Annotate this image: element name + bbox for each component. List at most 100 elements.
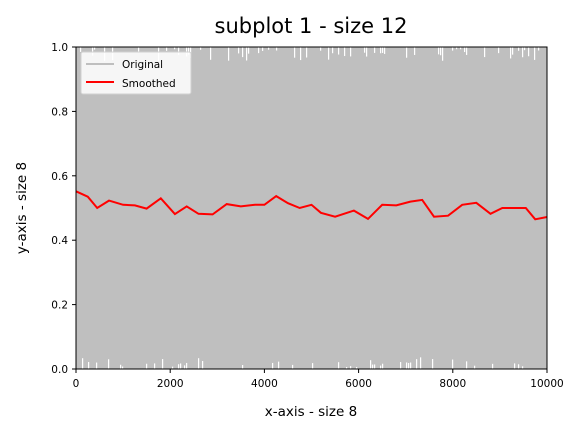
original-gap-bottom <box>154 363 156 369</box>
original-gap-top <box>276 47 278 51</box>
original-gap-bottom <box>146 363 148 369</box>
legend-box <box>80 51 192 95</box>
original-gap-top <box>524 47 526 51</box>
original-gap-top <box>522 47 524 58</box>
x-tick-label: 0 <box>73 378 80 390</box>
original-gap-top <box>306 47 308 58</box>
original-gap-top <box>366 47 368 57</box>
original-gap-top <box>344 47 346 57</box>
original-gap-top <box>380 47 382 54</box>
original-gap-top <box>328 47 330 60</box>
original-gap-top <box>332 47 334 54</box>
original-gap-bottom <box>120 364 122 369</box>
original-gap-bottom <box>432 359 434 369</box>
original-gap-bottom <box>350 366 352 369</box>
original-gap-bottom <box>406 362 408 369</box>
smoothed-series-line <box>75 190 548 221</box>
original-gap-top <box>338 47 340 55</box>
y-tick-label: 0.8 <box>51 106 68 118</box>
original-gap-bottom <box>272 362 274 369</box>
original-gap-top <box>178 47 180 55</box>
original-gap-top <box>384 47 386 54</box>
original-gap-top <box>210 47 212 60</box>
original-gap-top <box>258 47 260 54</box>
original-gap-top <box>440 47 442 56</box>
original-gap-bottom <box>186 362 188 369</box>
legend: Original Smoothed <box>80 51 192 95</box>
original-gap-bottom <box>522 366 524 369</box>
original-gap-bottom <box>108 359 110 369</box>
original-gap-bottom <box>474 365 476 369</box>
original-gap-top <box>498 47 500 54</box>
original-gap-top <box>166 47 168 51</box>
original-gap-top <box>534 47 536 60</box>
original-gap-top <box>382 47 384 53</box>
original-gap-top <box>300 47 302 61</box>
original-gap-bottom <box>122 366 124 369</box>
original-gap-bottom <box>374 364 376 369</box>
original-gap-bottom <box>278 361 280 369</box>
original-gap-bottom <box>452 359 454 369</box>
original-gap-top <box>242 47 244 58</box>
x-tick-label: 8000 <box>439 378 466 390</box>
original-gap-top <box>464 47 466 53</box>
original-gap-top <box>174 47 176 50</box>
original-gap-top <box>528 47 530 57</box>
original-gap-bottom <box>172 366 174 369</box>
y-tick-label: 0.0 <box>51 364 68 376</box>
x-tick-label: 10000 <box>530 378 563 390</box>
original-gap-bottom <box>178 364 180 369</box>
original-gap-top <box>456 47 458 50</box>
original-gap-top <box>484 47 486 58</box>
original-gap-top <box>246 47 248 61</box>
original-gap-top <box>200 47 202 50</box>
original-gap-bottom <box>292 364 294 369</box>
original-gap-top <box>228 47 230 61</box>
original-gap-top <box>92 47 94 56</box>
original-gap-top <box>452 47 454 51</box>
y-tick-label: 1.0 <box>51 42 68 54</box>
original-gap-top <box>268 47 270 50</box>
original-gap-top <box>406 47 408 58</box>
original-gap-bottom <box>416 359 418 369</box>
original-series-area <box>76 47 547 369</box>
original-gap-top <box>80 47 82 52</box>
original-gap-bottom <box>410 362 412 369</box>
original-gap-top <box>320 47 322 51</box>
y-tick-label: 0.2 <box>51 300 68 312</box>
original-gap-bottom <box>96 362 98 369</box>
original-gap-bottom <box>198 358 200 369</box>
original-gap-top <box>262 47 264 51</box>
original-gap-bottom <box>408 363 410 369</box>
original-gap-top <box>538 47 540 51</box>
original-gap-bottom <box>312 363 314 369</box>
original-gap-top <box>364 47 366 53</box>
plot-area <box>75 46 548 370</box>
original-gap-bottom <box>518 364 520 369</box>
original-gap-top <box>460 47 462 50</box>
original-gap-bottom <box>372 364 374 369</box>
original-gap-top <box>518 47 520 51</box>
plot-frame <box>75 46 548 370</box>
x-axis-ticks: 0 2000 4000 6000 8000 10000 <box>73 369 564 390</box>
original-gap-top <box>94 47 96 50</box>
original-gap-top <box>350 47 352 57</box>
original-series-band <box>76 47 547 369</box>
original-gap-top <box>238 47 240 54</box>
original-gap-bottom <box>400 362 402 369</box>
original-gap-bottom <box>184 365 186 369</box>
original-gap-top <box>374 47 376 53</box>
original-gap-top <box>294 47 296 58</box>
x-tick-label: 2000 <box>157 378 184 390</box>
original-gap-bottom <box>242 364 244 369</box>
original-gap-bottom <box>420 357 422 369</box>
x-axis-label: x-axis - size 8 <box>265 404 357 420</box>
original-gap-top <box>414 47 416 55</box>
original-gap-bottom <box>380 365 382 369</box>
y-tick-label: 0.4 <box>51 235 68 247</box>
y-axis-ticks: 0.0 0.2 0.4 0.6 0.8 1.0 <box>51 42 76 376</box>
x-tick-label: 4000 <box>251 378 278 390</box>
original-gap-bottom <box>88 362 90 369</box>
original-gap-bottom <box>162 359 164 369</box>
original-gap-bottom <box>492 363 494 369</box>
